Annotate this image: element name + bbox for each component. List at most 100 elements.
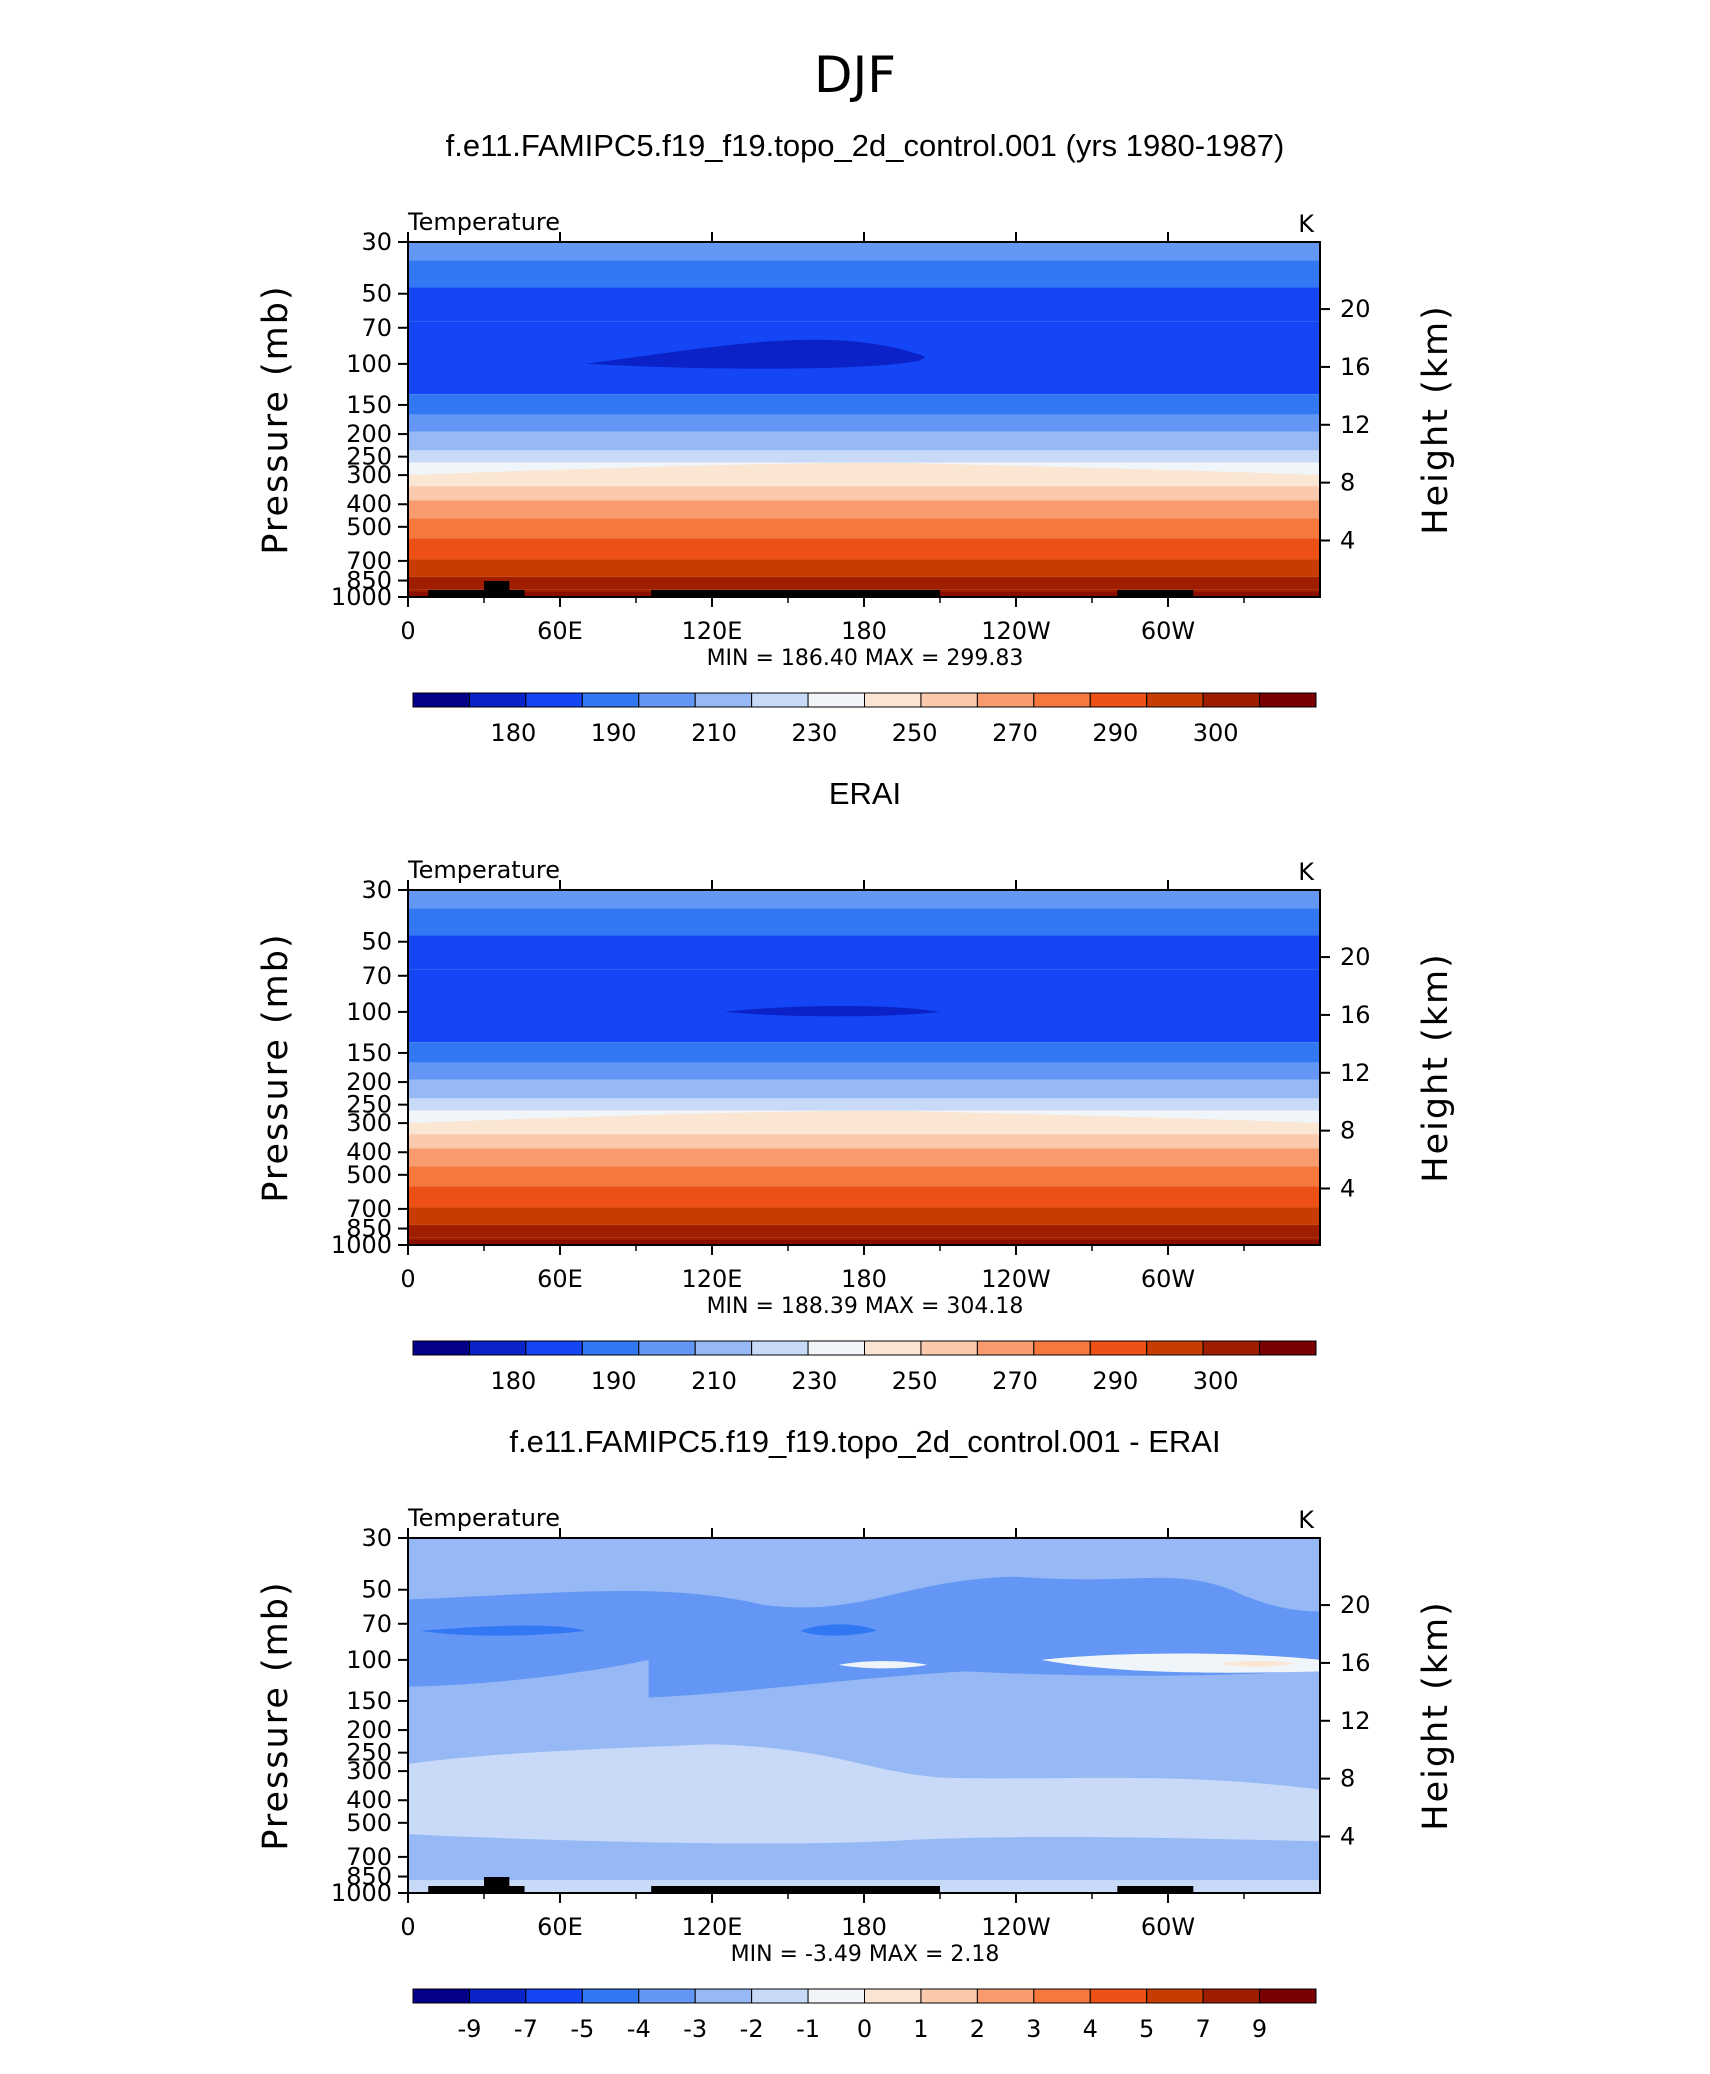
colorbar-label: 0 — [857, 2015, 872, 2043]
lon-tick-label: 60W — [1141, 1265, 1195, 1293]
colorbar-swatch — [1202, 1988, 1261, 2004]
contour-band — [408, 1207, 1320, 1225]
colorbar-swatch — [976, 692, 1035, 708]
pressure-tick-label: 150 — [346, 1687, 392, 1715]
longitude-axis: 0 60E 120E 180 120W 60W — [400, 1528, 1245, 1941]
pressure-tick-label: 500 — [346, 1161, 392, 1189]
lon-tick-label: 180 — [841, 1913, 887, 1941]
colorbar-swatch — [1259, 692, 1317, 708]
contour-band — [408, 1148, 1320, 1167]
colorbar-swatch — [468, 1340, 527, 1356]
colorbar-swatch — [1146, 1340, 1204, 1356]
lon-tick-label: 60W — [1141, 1913, 1195, 1941]
colorbar-label: 2 — [970, 2015, 985, 2043]
colorbar-label: 290 — [1092, 1367, 1138, 1395]
lon-tick-label: 0 — [400, 617, 415, 645]
surface-band — [408, 1239, 1320, 1245]
height-axis: 20 16 12 8 4 — [1320, 1591, 1371, 1850]
colorbar-swatch — [751, 1988, 809, 2004]
pressure-tick-label: 850 — [346, 1863, 392, 1891]
colorbar-swatch — [525, 692, 583, 708]
height-tick-label: 4 — [1340, 1174, 1355, 1202]
colorbar-swatch — [525, 1340, 583, 1356]
panel-3: f.e11.FAMIPC5.f19_f19.topo_2d_control.00… — [256, 1424, 1456, 2043]
contour-band — [408, 908, 1320, 936]
contour-band — [408, 1062, 1320, 1080]
pressure-tick-label: 100 — [346, 1646, 392, 1674]
colorbar-label: 230 — [791, 1367, 837, 1395]
pressure-tick-label: 1000 — [331, 1879, 392, 1907]
height-tick-label: 8 — [1340, 469, 1355, 497]
region-minus-1 — [408, 1744, 1320, 1844]
variable-label: Temperature — [407, 1504, 560, 1532]
colorbar-swatch — [807, 692, 865, 708]
contour-band — [408, 1224, 1320, 1238]
topography-block — [484, 1877, 510, 1893]
pressure-tick-label: 250 — [346, 443, 392, 471]
y-axis-title: Pressure (mb) — [256, 284, 296, 554]
colorbar-swatch — [976, 1988, 1035, 2004]
colorbar-swatch — [751, 692, 809, 708]
colorbar-swatch — [1259, 1988, 1317, 2004]
contour-band — [408, 890, 1320, 909]
height-tick-label: 4 — [1340, 526, 1355, 554]
colorbar-swatch — [412, 692, 470, 708]
colorbar-swatch — [920, 1340, 978, 1356]
longitude-axis: 0 60E 120E 180 120W 60W — [400, 232, 1245, 645]
min-max-readout: MIN = 186.40 MAX = 299.83 — [707, 646, 1024, 671]
colorbar-label: 4 — [1083, 2015, 1098, 2043]
colorbar-swatch — [864, 1340, 922, 1356]
colorbar-swatch — [1033, 1340, 1091, 1356]
longitude-axis: 0 60E 120E 180 120W 60W — [400, 880, 1245, 1293]
pressure-tick-label: 100 — [346, 998, 392, 1026]
colorbar-swatch — [638, 1340, 696, 1356]
height-axis: 20 16 12 8 4 — [1320, 943, 1371, 1202]
colorbar-swatch — [1089, 1988, 1148, 2004]
contour-band — [408, 394, 1320, 415]
pressure-tick-label: 850 — [346, 1215, 392, 1243]
colorbar-swatch — [525, 1988, 583, 2004]
lon-tick-label: 0 — [400, 1265, 415, 1293]
variable-label: Temperature — [407, 208, 560, 236]
colorbar-label: -2 — [740, 2015, 764, 2043]
contour-band — [408, 538, 1320, 560]
colorbar-label: 300 — [1193, 719, 1239, 747]
colorbar-swatch — [694, 1988, 753, 2004]
height-tick-label: 12 — [1340, 1059, 1371, 1087]
y2-axis-title: Height (km) — [1416, 952, 1456, 1183]
colorbar-swatch — [412, 1340, 470, 1356]
pressure-tick-label: 50 — [361, 280, 392, 308]
contour-fills — [408, 890, 1320, 1245]
colorbar-label: -9 — [457, 2015, 481, 2043]
units-label: K — [1298, 858, 1315, 886]
height-axis: 20 16 12 8 4 — [1320, 295, 1371, 554]
contour-band — [408, 287, 1320, 322]
height-tick-label: 8 — [1340, 1765, 1355, 1793]
colorbar-label: 250 — [892, 719, 938, 747]
contour-band — [408, 450, 1320, 463]
lon-tick-label: 120W — [981, 1913, 1051, 1941]
colorbar-label: -7 — [514, 2015, 538, 2043]
colorbar-label: -5 — [570, 2015, 594, 2043]
contour-band — [408, 1042, 1320, 1063]
height-tick-label: 4 — [1340, 1822, 1355, 1850]
contour-band — [408, 1186, 1320, 1208]
pressure-tick-label: 200 — [346, 1068, 392, 1096]
colorbar-swatch — [1202, 692, 1261, 708]
lon-tick-label: 60W — [1141, 617, 1195, 645]
colorbar-label: 190 — [591, 719, 637, 747]
height-tick-label: 16 — [1340, 1649, 1371, 1677]
contour-band — [408, 1098, 1320, 1111]
colorbar-label: 180 — [490, 1367, 536, 1395]
panel-1: f.e11.FAMIPC5.f19_f19.topo_2d_control.00… — [256, 128, 1456, 747]
contour-band — [408, 1134, 1320, 1149]
colorbar-swatch — [638, 1988, 696, 2004]
colorbar-label: -1 — [796, 2015, 820, 2043]
panel-title: f.e11.FAMIPC5.f19_f19.topo_2d_control.00… — [509, 1424, 1220, 1459]
colorbar-label: 210 — [691, 1367, 737, 1395]
